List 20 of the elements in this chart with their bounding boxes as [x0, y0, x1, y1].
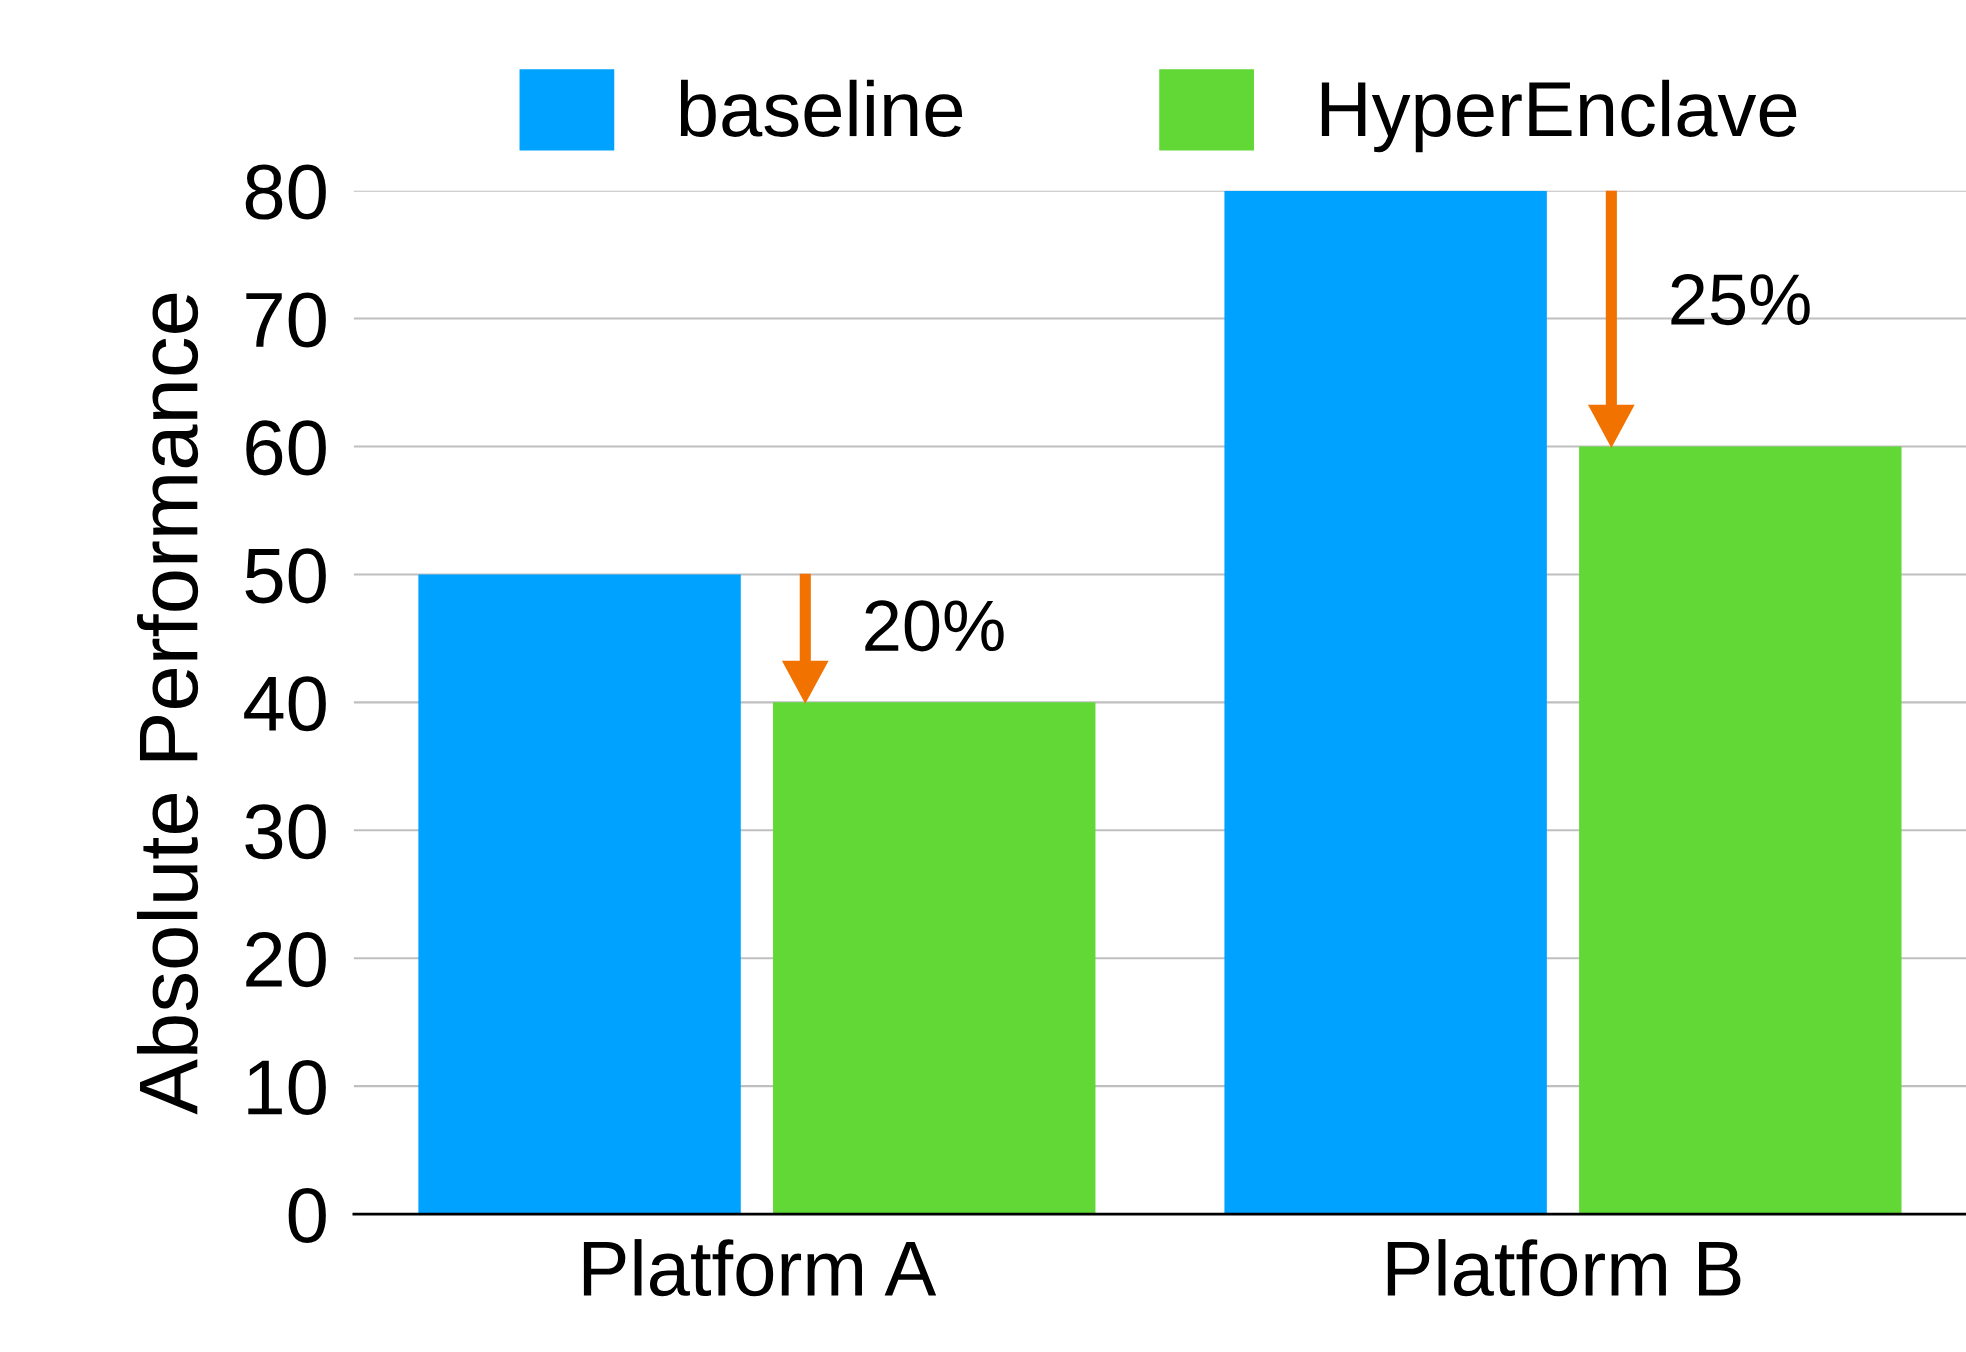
bar: [1224, 190, 1547, 1215]
annotation: 20%: [865, 600, 1004, 652]
y-axis-title: Absolute Performance: [136, 293, 199, 1115]
bar: [773, 702, 1096, 1215]
y-tick-label: 60: [246, 420, 326, 476]
annotation: 25%: [1671, 274, 1810, 326]
y-tick-label: 10: [248, 1060, 326, 1116]
y-tick-label: 0: [288, 1187, 326, 1244]
x-tick-label: Platform A: [583, 1239, 937, 1297]
y-tick-label: 30: [245, 804, 326, 860]
y-tick-label: 70: [246, 292, 326, 348]
y-tick-label: 50: [245, 548, 326, 604]
y-tick-label: 80: [245, 164, 326, 220]
y-tick-label: 40: [244, 676, 326, 732]
x-tick-label: Platform B: [1387, 1239, 1741, 1297]
y-tick-label: 20: [246, 932, 326, 988]
bar: [1579, 446, 1902, 1215]
legend-label: HyperEnclave: [1321, 79, 1797, 153]
bar: [418, 574, 741, 1215]
legend-label: baseline: [680, 79, 963, 137]
